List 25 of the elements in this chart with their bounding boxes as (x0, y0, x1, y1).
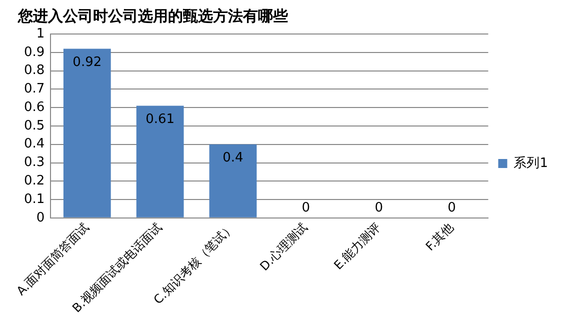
data-label: 0.92 (72, 55, 102, 70)
y-tick-label: 0.1 (24, 192, 45, 207)
bar (63, 48, 111, 218)
bar (136, 106, 184, 218)
chart-title: 您进入公司时公司选用的甄选方法有哪些 (17, 6, 289, 25)
y-tick-label: 0.6 (24, 100, 45, 115)
bar (209, 144, 257, 218)
y-tick-label: 0 (36, 210, 45, 226)
y-tick-label: 0.4 (24, 136, 45, 152)
data-label: 0 (374, 200, 383, 216)
y-tick-label: 0.3 (24, 155, 45, 170)
x-tick-label: F.其他 (423, 220, 456, 254)
data-label: 0.61 (146, 112, 175, 128)
data-label: 0.4 (222, 150, 244, 166)
legend-label: 系列1 (514, 156, 548, 171)
data-label: 0 (448, 200, 456, 216)
y-tick-label: 0.9 (24, 44, 45, 60)
y-tick-label: 0.8 (24, 63, 45, 78)
data-label: 0 (302, 200, 310, 216)
y-tick-label: 0.5 (24, 118, 45, 134)
y-tick-label: 0.2 (24, 174, 45, 189)
x-tick-label: D.心理测试 (257, 220, 310, 274)
x-tick-label: E.能力测评 (331, 220, 384, 272)
y-tick-label: 1 (36, 26, 45, 42)
y-tick-label: 0.7 (24, 82, 45, 97)
